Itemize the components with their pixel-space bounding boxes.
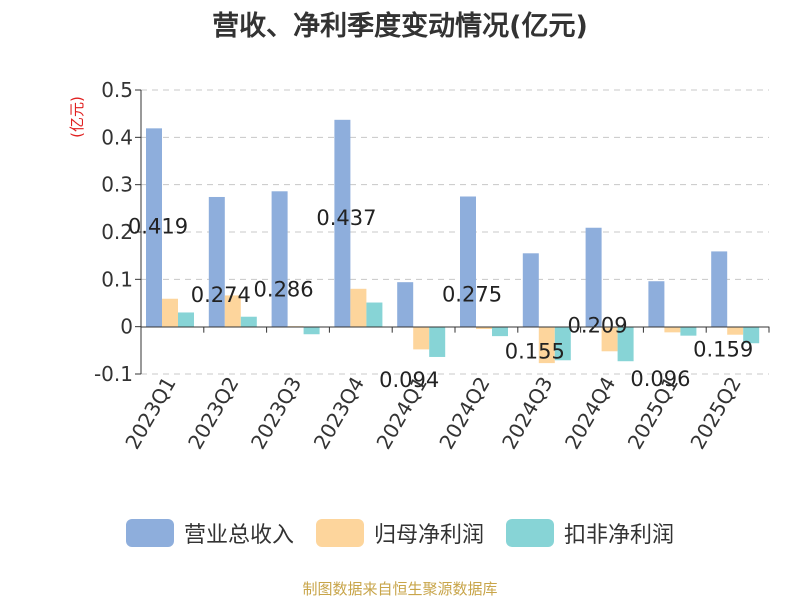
grid-lines <box>141 89 769 375</box>
bar-revenue <box>522 253 539 327</box>
legend-swatch-deducted-profit <box>506 519 554 547</box>
legend-item-revenue[interactable]: 营业总收入 <box>125 517 294 549</box>
data-labels: 0.419 0.274 0.286 0.437 0.094 0.275 0.1550.209… <box>128 206 753 392</box>
x-tick-label: 2023Q3 <box>246 373 306 454</box>
bar-revenue <box>397 282 414 327</box>
data-label-revenue: 0.155 <box>505 339 565 363</box>
bar-revenue <box>711 251 728 327</box>
bar-net-profit <box>538 326 555 364</box>
legend-swatch-net-profit <box>315 519 364 547</box>
bar-deducted-profit <box>743 326 760 344</box>
bar-deducted-profit <box>680 326 697 336</box>
bar-deducted-profit <box>429 326 446 357</box>
x-tick-label: 2025Q2 <box>685 373 745 454</box>
y-tick-label: 0 <box>120 315 133 339</box>
bar-net-profit <box>601 326 618 352</box>
bar-revenue <box>208 196 225 327</box>
bar-net-profit <box>224 295 241 327</box>
legend-item-deducted-profit[interactable]: 扣非净利润 <box>506 517 674 549</box>
bar-deducted-profit <box>366 302 383 327</box>
bar-revenue <box>585 227 602 327</box>
bar-net-profit <box>162 298 178 327</box>
data-label-revenue: 0.096 <box>630 367 690 391</box>
bar-chart: (亿元) -0.1 0 0.1 0.2 0.3 0.4 0.5 0.419 0.274 0.28… <box>68 78 770 454</box>
data-label-revenue: 0.094 <box>379 368 439 392</box>
x-tick-label: 2024Q2 <box>434 373 494 454</box>
bar-deducted-profit <box>240 316 257 327</box>
y-tick-label: 0.4 <box>101 125 133 149</box>
x-tick-label: 2023Q4 <box>309 373 369 454</box>
bar-deducted-profit <box>178 312 194 327</box>
y-tick-label: 0.2 <box>101 220 133 244</box>
legend-item-net-profit[interactable]: 归母净利润 <box>315 517 484 549</box>
data-label-revenue: 0.209 <box>568 314 628 338</box>
legend-label-deducted-profit: 扣非净利润 <box>564 523 675 548</box>
bar-revenue <box>460 196 476 327</box>
bar-net-profit <box>664 326 681 333</box>
x-tick-label: 2024Q4 <box>560 373 620 454</box>
data-label-revenue: 0.275 <box>442 283 502 307</box>
data-label-revenue: 0.286 <box>254 277 314 301</box>
x-tick-label: 2024Q3 <box>497 373 557 454</box>
legend-swatch-revenue <box>125 519 174 547</box>
legend: 营业总收入 归母净利润 扣非净利润 <box>0 517 800 549</box>
data-label-revenue: 0.437 <box>316 206 376 230</box>
bar-deducted-profit <box>617 326 634 362</box>
bar-deducted-profit <box>554 326 571 361</box>
y-tick-label: -0.1 <box>94 362 133 386</box>
legend-label-net-profit: 归母净利润 <box>373 523 484 548</box>
bar-net-profit <box>476 326 492 330</box>
y-tick-label: 0.1 <box>101 267 133 291</box>
y-tick-label: 0.3 <box>101 173 133 197</box>
y-axis-unit-label: (亿元) <box>68 96 86 138</box>
bar-deducted-profit <box>303 326 320 335</box>
source-note: 制图数据来自恒生聚源数据库 <box>302 580 498 598</box>
data-label-revenue: 0.274 <box>191 283 251 307</box>
y-axis-ticks: -0.1 0 0.1 0.2 0.3 0.4 0.5 <box>94 78 141 386</box>
bar-net-profit <box>350 288 367 327</box>
bar-revenue <box>146 128 162 327</box>
bar-revenue <box>648 281 665 327</box>
y-tick-label: 0.5 <box>101 78 133 102</box>
bar-net-profit <box>413 326 430 350</box>
chart-title: 营收、净利季度变动情况(亿元) <box>212 11 588 42</box>
data-label-revenue: 0.419 <box>128 214 188 238</box>
bar-deducted-profit <box>492 326 508 337</box>
bar-revenue <box>334 119 351 327</box>
bar-net-profit <box>727 326 744 335</box>
bar-revenue <box>271 191 288 327</box>
bar-series <box>146 119 760 364</box>
data-label-revenue: 0.159 <box>693 337 753 361</box>
legend-label-revenue: 营业总收入 <box>183 523 294 548</box>
x-tick-label: 2023Q2 <box>183 373 243 454</box>
